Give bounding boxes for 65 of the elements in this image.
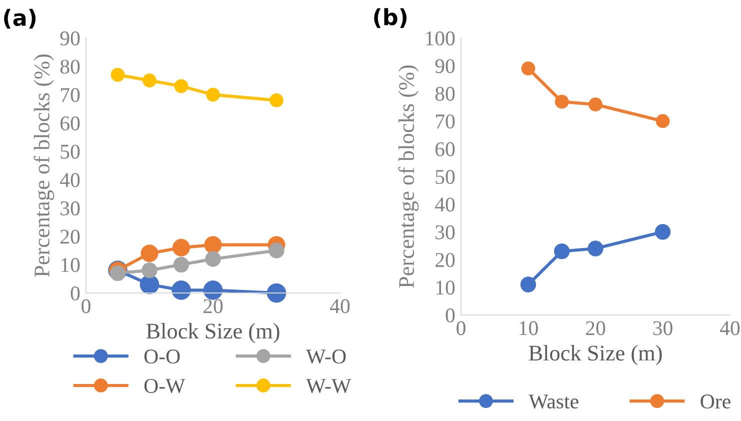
point: [204, 236, 222, 254]
y-axis-title: Percentage of blocks (%): [398, 65, 419, 288]
point: [588, 98, 602, 112]
y-tick-label: 50: [60, 144, 80, 159]
x-axis-title: Block Size (m): [146, 323, 280, 344]
point: [205, 251, 221, 267]
y-tick-label: 40: [60, 173, 80, 188]
point: [203, 280, 223, 300]
point: [656, 114, 670, 128]
x-tick-label: 40: [720, 321, 740, 336]
y-tick-label: 100: [426, 31, 455, 46]
y-tick-label: 20: [436, 252, 455, 268]
legend-label: W-W: [306, 379, 352, 394]
x-tick-label: 0: [456, 321, 466, 336]
point: [266, 283, 286, 303]
y-tick-label: 30: [60, 201, 80, 216]
x-tick-label: 30: [653, 321, 672, 336]
y-tick-label: 30: [436, 225, 455, 240]
y-tick-label: 0: [446, 308, 455, 322]
y-tick-label: 50: [436, 170, 455, 184]
point: [172, 238, 190, 256]
y-tick-label: 40: [435, 198, 455, 212]
y-tick-label: 10: [436, 280, 455, 295]
y-tick-label: 60: [60, 116, 80, 130]
point: [588, 240, 604, 256]
x-tick-label: 20: [586, 321, 606, 336]
point: [520, 276, 536, 292]
point: [173, 256, 190, 273]
y-tick-label: 10: [61, 258, 80, 272]
point: [140, 244, 158, 262]
chart-title: (b): [374, 8, 407, 28]
y-tick-label: 70: [436, 114, 455, 129]
legend-label: Ore: [700, 394, 730, 409]
point: [521, 62, 536, 76]
point: [110, 265, 126, 282]
y-tick-label: 20: [60, 230, 80, 244]
x-tick-label: 0: [82, 299, 90, 314]
x-tick-label: 10: [520, 321, 538, 336]
legend-label: W-O: [306, 350, 346, 364]
y-tick-label: 90: [435, 59, 455, 74]
point: [654, 224, 671, 240]
point: [142, 74, 156, 88]
chart-title: (a): [4, 8, 36, 29]
point: [554, 243, 570, 260]
x-tick-label: 40: [330, 299, 350, 314]
legend-label: O-O: [144, 350, 180, 364]
x-axis-title: Block Size (m): [528, 345, 662, 366]
point: [270, 93, 284, 108]
point: [268, 242, 284, 258]
y-axis-title: Percentage of blocks (%): [34, 54, 54, 277]
point: [174, 79, 188, 94]
y-tick-label: 80: [60, 60, 80, 74]
y-tick-label: 0: [70, 286, 80, 300]
x-tick-label: 20: [204, 299, 223, 314]
point: [142, 262, 158, 278]
point: [206, 88, 220, 102]
y-tick-label: 70: [60, 88, 80, 102]
legend-label: O-W: [144, 378, 186, 394]
y-tick-label: 80: [435, 86, 455, 101]
y-tick-label: 90: [60, 31, 80, 46]
point: [172, 280, 191, 300]
point: [110, 68, 125, 82]
point: [554, 94, 569, 109]
legend-label: Waste: [528, 394, 578, 409]
y-tick-label: 60: [436, 142, 455, 156]
